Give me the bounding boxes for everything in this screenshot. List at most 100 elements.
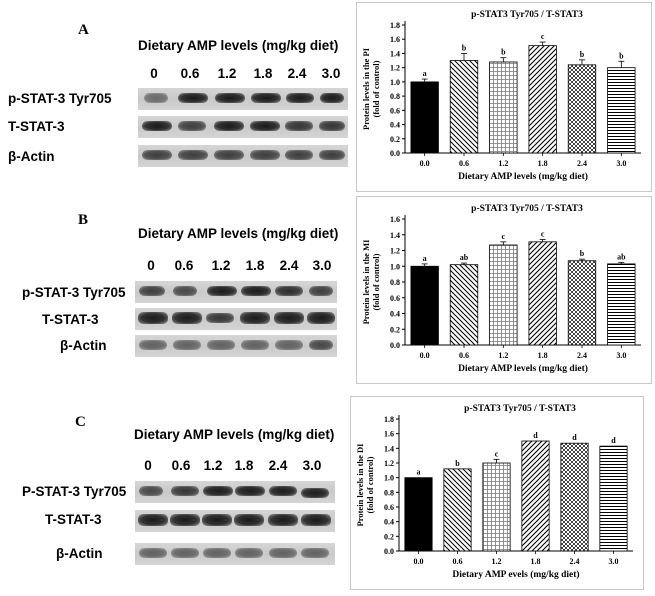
x-tick-label: 2.4 [577,159,587,168]
blot-row-label: p-STAT-3 Tyr705 [8,91,112,106]
y-tick-label: 1.6 [384,430,394,439]
bar-chart: p-STAT3 Tyr705 / T-STAT3 0.0 0.2 0.4 0.6 0.8 1… [361,204,641,374]
lane-label: 1.8 [245,258,265,273]
significance-letter: a [423,254,427,263]
significance-letter: d [611,436,616,445]
lane-label: 1.2 [217,66,237,81]
significance-letter: a [417,468,421,477]
significance-letter: b [580,249,585,258]
y-tick-label: 0.8 [390,92,400,101]
y-tick-label: 0.0 [384,547,394,556]
lane-label: 0.6 [171,458,191,473]
bar [404,477,433,552]
chart-title: p-STAT3 Tyr705 / T-STAT3 [471,204,583,214]
y-tick-label: 1.8 [384,415,394,424]
blot-strip [138,145,348,167]
y-tick-label: 1.2 [390,64,400,73]
panel-letter: C [75,414,86,430]
lane-label: 0 [147,258,155,273]
blot-row-label: β-Actin [60,338,107,353]
y-tick-label: 0.6 [390,106,400,115]
x-tick-label: 1.8 [538,159,548,168]
bar [528,241,557,346]
lane-label: 0 [144,458,152,473]
chart-box: p-STAT3 Tyr705 / T-STAT3 0.0 0.2 0.4 0.6 0.8 1… [350,396,644,590]
blot-strip [135,335,337,357]
x-tick-label: 2.4 [570,557,580,566]
blot-strip [135,308,337,330]
y-tick-label: 0.8 [384,488,394,497]
y-tick-label: 1.8 [390,21,400,30]
blot-strip [135,481,335,503]
x-tick-label: 0.6 [459,351,469,360]
lane-label: 1.2 [203,458,223,473]
bar [567,64,597,154]
bar [607,263,636,346]
y-axis-label: Protein levels in the PI [361,47,371,130]
x-tick-label: 3.0 [616,159,626,168]
y-tick-label: 1.6 [390,35,400,44]
blot-header: Dietary AMP levels (mg/kg diet) [138,38,339,53]
blot-row-label: T-STAT-3 [42,312,99,327]
significance-letter: b [501,48,506,57]
x-tick-label: 2.4 [577,351,587,360]
y-tick-label: 0.0 [390,149,400,158]
significance-letter: c [495,449,499,458]
lane-label: 1.8 [253,66,273,81]
bar-chart: p-STAT3 Tyr705 / T-STAT3 0.0 0.2 0.4 0.6 0.8 1… [361,10,641,182]
y-tick-label: 1.2 [390,247,400,256]
significance-letter: b [619,51,624,60]
x-tick-label: 0.0 [420,159,430,168]
y-axis-label: (fold of control) [365,456,375,513]
significance-letter: ab [617,252,626,261]
blot-header: Dietary AMP levels (mg/kg diet) [138,226,339,241]
y-tick-label: 0.0 [390,341,400,350]
panel-letter: B [78,212,89,228]
blot-row-label: T-STAT-3 [45,512,102,527]
y-tick-label: 1.0 [390,78,400,87]
x-tick-label: 3.0 [616,351,626,360]
x-tick-label: 1.2 [492,557,502,566]
blot-strip [138,116,348,138]
bar [410,265,439,346]
lane-label: 0.6 [180,66,200,81]
significance-letter: b [462,43,467,52]
x-tick-label: 1.8 [531,557,541,566]
x-tick-label: 1.2 [498,159,508,168]
chart-title: p-STAT3 Tyr705 / T-STAT3 [464,404,576,414]
x-tick-label: 0.0 [414,557,424,566]
y-tick-label: 0.2 [390,135,400,144]
significance-letter: d [533,431,538,440]
significance-letter: c [502,232,506,241]
x-tick-label: 0.6 [453,557,463,566]
blot-strip [135,510,335,532]
y-tick-label: 0.4 [390,121,400,130]
x-axis-label: Dietary AMP levels (mg/kg diet) [458,171,588,182]
y-tick-label: 1.4 [390,231,400,240]
bar [528,45,557,154]
y-tick-label: 1.0 [384,474,394,483]
significance-letter: d [572,433,577,442]
significance-letter: ab [460,253,469,262]
bar [482,462,511,552]
chart-box: p-STAT3 Tyr705 / T-STAT3 0.0 0.2 0.4 0.6 0.8 1… [356,2,652,192]
lane-label: 3.0 [321,66,341,81]
lane-labels: 0 0.6 1.2 1.8 2.4 3.0 [0,66,360,84]
blot-strip [138,88,348,110]
lane-label: 2.4 [279,258,299,273]
significance-letter: b [455,459,460,468]
x-tick-label: 0.0 [420,351,430,360]
y-tick-label: 0.2 [384,532,394,541]
bar [449,264,479,346]
x-tick-label: 1.2 [498,351,508,360]
blot-strip [135,281,337,303]
lane-label: 0 [150,66,158,81]
y-tick-label: 0.2 [390,325,400,334]
x-tick-label: 0.6 [459,159,469,168]
lane-label: 2.4 [287,66,307,81]
y-tick-label: 0.4 [390,310,400,319]
x-tick-label: 1.8 [538,351,548,360]
panel-b: B Dietary AMP levels (mg/kg diet) 0 0.6 … [0,196,655,396]
y-tick-label: 0.6 [384,503,394,512]
blot-header: Dietary AMP levels (mg/kg diet) [134,427,335,442]
